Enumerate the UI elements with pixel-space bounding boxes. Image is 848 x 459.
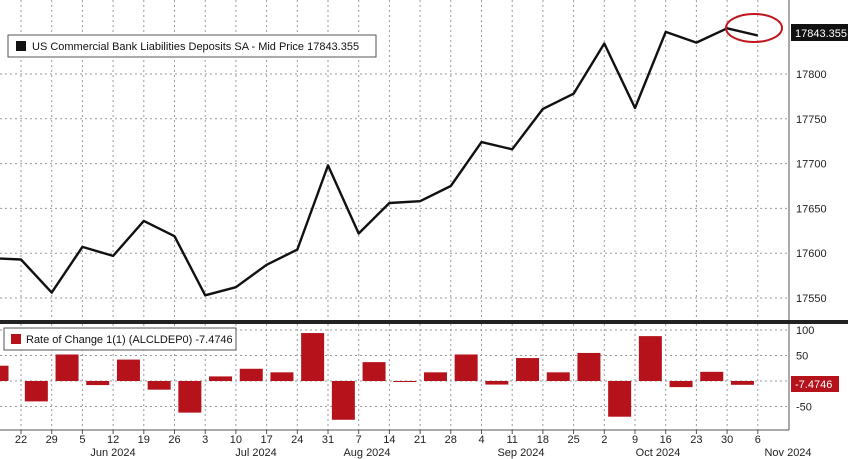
x-tick-label: 18	[537, 434, 549, 446]
rate-bar	[454, 354, 478, 381]
rate-bar	[178, 381, 202, 413]
top-legend-swatch	[16, 41, 26, 51]
x-tick-label: 29	[46, 434, 58, 446]
x-tick-label: 23	[690, 434, 702, 446]
rate-bar	[393, 381, 417, 382]
x-tick-label: 6	[755, 434, 761, 446]
rate-bar	[669, 381, 693, 388]
rate-bar	[209, 376, 233, 381]
top-last-value-text: 17843.355	[795, 28, 847, 40]
top-y-tick-label: 17700	[796, 159, 827, 171]
top-last-value-badge: 17843.355	[791, 24, 848, 41]
bottom-legend-label: Rate of Change 1(1) (ALCLDEP0) -7.4746	[26, 334, 233, 346]
rate-bar	[24, 381, 48, 402]
x-month-label: Aug 2024	[343, 447, 390, 459]
rate-bar	[516, 358, 540, 381]
rate-bar	[86, 381, 110, 386]
bottom-legend: Rate of Change 1(1) (ALCLDEP0) -7.4746	[3, 327, 237, 351]
x-axis-ticks: 22 29 5 12 19 26 3 10 17 24 31 7 14 21 28 4 11 18 25 2 9 16 23…	[15, 430, 761, 446]
bottom-y-tick-label: -50	[796, 402, 812, 414]
rate-bar	[638, 336, 662, 381]
top-legend-box	[7, 34, 377, 58]
top-y-tick-label: 17600	[796, 248, 827, 260]
x-tick-label: 19	[138, 434, 150, 446]
top-y-tick-label: 17550	[796, 293, 827, 305]
top-panel-y-ticks: 17550 17600 17650 17700 17750 17800	[796, 69, 827, 305]
rate-bar	[700, 371, 724, 381]
x-tick-label: 3	[202, 434, 208, 446]
rate-bar	[608, 381, 632, 417]
bottom-last-value-badge: -7.4746	[791, 376, 839, 392]
rate-bar	[331, 381, 355, 420]
rate-bar	[362, 362, 386, 381]
rate-bar	[730, 381, 754, 385]
bottom-y-tick-label: 100	[796, 325, 814, 337]
rate-bar	[147, 381, 171, 390]
rate-bar	[116, 359, 140, 381]
x-tick-label: 22	[15, 434, 27, 446]
x-tick-label: 10	[230, 434, 242, 446]
x-month-label: Jun 2024	[90, 447, 135, 459]
bottom-legend-box	[3, 327, 237, 351]
x-tick-label: 21	[414, 434, 426, 446]
rate-bar	[546, 372, 570, 381]
x-tick-label: 12	[107, 434, 119, 446]
bottom-last-value-box	[791, 376, 839, 392]
x-tick-label: 28	[445, 434, 457, 446]
x-tick-label: 31	[322, 434, 334, 446]
top-legend-label: US Commercial Bank Liabilities Deposits …	[32, 41, 359, 53]
x-tick-label: 7	[356, 434, 362, 446]
x-tick-label: 9	[632, 434, 638, 446]
top-panel-grid	[0, 0, 789, 320]
x-tick-label: 14	[383, 434, 395, 446]
panel-divider	[0, 320, 848, 324]
rate-bar	[270, 372, 294, 381]
top-y-tick-label: 17650	[796, 203, 827, 215]
rate-of-change-bars	[0, 333, 754, 420]
x-month-label: Nov 2024	[764, 447, 811, 459]
top-y-tick-label: 17750	[796, 114, 827, 126]
rate-bar	[301, 333, 325, 381]
x-month-label: Jul 2024	[235, 447, 277, 459]
x-tick-label: 5	[79, 434, 85, 446]
x-tick-label: 2	[601, 434, 607, 446]
x-tick-label: 26	[168, 434, 180, 446]
bottom-last-value-text: -7.4746	[795, 379, 832, 391]
x-tick-label: 16	[660, 434, 672, 446]
highlight-ellipse	[725, 13, 783, 43]
x-tick-label: 30	[721, 434, 733, 446]
x-tick-label: 25	[567, 434, 579, 446]
x-axis-month-labels: Jun 2024 Jul 2024 Aug 2024 Sep 2024 Oct 2024…	[90, 447, 811, 459]
rate-bar	[577, 352, 601, 381]
deposits-series	[0, 27, 759, 297]
rate-bar	[55, 354, 79, 381]
x-tick-label: 4	[478, 434, 484, 446]
x-tick-label: 24	[291, 434, 303, 446]
bottom-legend-swatch	[11, 334, 21, 344]
top-legend: US Commercial Bank Liabilities Deposits …	[7, 34, 377, 58]
rate-bar	[423, 372, 447, 381]
x-tick-label: 11	[506, 434, 517, 446]
top-y-tick-label: 17800	[796, 69, 827, 81]
rate-bar	[239, 368, 263, 381]
top-last-value-box	[791, 24, 848, 41]
x-month-label: Oct 2024	[636, 447, 681, 459]
x-tick-label: 17	[260, 434, 272, 446]
x-month-label: Sep 2024	[497, 447, 544, 459]
rate-bar	[0, 365, 9, 381]
bottom-y-tick-label: 50	[796, 351, 808, 363]
deposits-line	[0, 27, 759, 297]
rate-bar	[485, 381, 509, 385]
